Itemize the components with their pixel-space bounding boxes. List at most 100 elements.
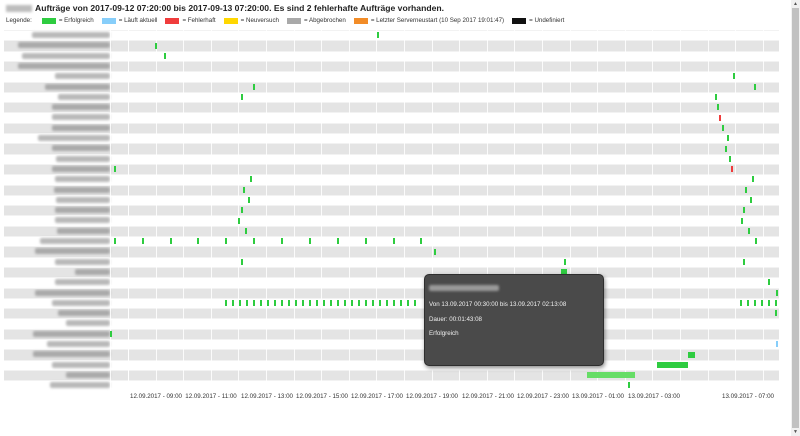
job-run-bar[interactable] <box>400 300 402 306</box>
job-run-bar[interactable] <box>657 361 688 368</box>
job-run-bar[interactable] <box>250 176 252 183</box>
job-run-bar[interactable] <box>253 300 255 306</box>
job-run-bar[interactable] <box>281 300 283 306</box>
row-separator <box>4 349 779 351</box>
job-run-bar[interactable] <box>110 330 112 337</box>
job-run-bar[interactable] <box>225 300 227 306</box>
job-run-bar[interactable] <box>740 300 742 306</box>
job-run-bar[interactable] <box>768 279 770 286</box>
job-run-bar[interactable] <box>733 73 735 80</box>
job-run-bar[interactable] <box>688 351 695 358</box>
job-run-bar[interactable] <box>750 197 752 203</box>
job-run-bar[interactable] <box>295 300 297 306</box>
job-run-bar[interactable] <box>358 300 360 306</box>
job-name-redacted <box>52 114 110 121</box>
job-run-bar[interactable] <box>232 300 234 306</box>
job-run-bar[interactable] <box>337 300 339 306</box>
job-run-bar[interactable] <box>722 124 724 131</box>
job-run-bar[interactable] <box>715 94 717 100</box>
job-run-bar[interactable] <box>225 238 227 245</box>
job-run-bar[interactable] <box>725 145 727 152</box>
job-run-bar[interactable] <box>239 300 241 306</box>
job-run-bar[interactable] <box>253 238 255 245</box>
scroll-thumb[interactable] <box>792 8 799 428</box>
job-run-bar[interactable] <box>344 300 346 306</box>
job-run-bar[interactable] <box>754 83 756 90</box>
job-run-bar[interactable] <box>776 341 778 348</box>
job-run-bar[interactable] <box>241 94 243 100</box>
job-run-bar[interactable] <box>768 300 770 306</box>
job-run-bar[interactable] <box>754 300 756 306</box>
job-run-bar[interactable] <box>309 300 311 306</box>
job-run-bar[interactable] <box>243 186 245 193</box>
job-run-bar[interactable] <box>727 135 729 142</box>
job-run-bar[interactable] <box>752 176 754 183</box>
job-run-bar[interactable] <box>386 300 388 306</box>
job-run-bar[interactable] <box>238 217 240 224</box>
job-run-bar[interactable] <box>260 300 262 306</box>
job-run-bar[interactable] <box>628 382 630 389</box>
job-run-bar[interactable] <box>564 258 566 265</box>
job-run-bar[interactable] <box>302 300 304 306</box>
job-name-redacted <box>55 73 110 80</box>
job-run-bar[interactable] <box>245 227 247 234</box>
job-run-bar[interactable] <box>323 300 325 306</box>
job-run-bar[interactable] <box>731 166 733 173</box>
job-run-bar[interactable] <box>281 238 283 245</box>
job-run-bar[interactable] <box>114 238 116 245</box>
job-run-bar[interactable] <box>248 197 250 203</box>
job-run-bar[interactable] <box>407 300 409 306</box>
job-run-bar[interactable] <box>365 238 367 245</box>
job-run-bar[interactable] <box>775 300 777 306</box>
page-title: Aufträge von 2017-09-12 07:20:00 bis 201… <box>6 3 444 13</box>
job-run-bar[interactable] <box>761 300 763 306</box>
job-run-bar[interactable] <box>747 300 749 306</box>
job-run-bar[interactable] <box>142 238 144 245</box>
job-run-bar[interactable] <box>587 372 635 379</box>
job-run-bar[interactable] <box>351 300 353 306</box>
job-run-bar[interactable] <box>393 300 395 306</box>
job-run-bar[interactable] <box>743 258 745 265</box>
job-run-bar[interactable] <box>330 300 332 306</box>
job-run-bar[interactable] <box>434 248 436 255</box>
job-run-bar[interactable] <box>561 269 567 276</box>
job-run-bar[interactable] <box>377 32 379 39</box>
job-run-bar[interactable] <box>717 104 719 111</box>
job-row <box>4 318 779 328</box>
job-run-bar[interactable] <box>775 310 777 317</box>
job-run-bar[interactable] <box>745 186 747 193</box>
job-run-bar[interactable] <box>267 300 269 306</box>
job-run-bar[interactable] <box>241 207 243 214</box>
job-run-bar[interactable] <box>748 227 750 234</box>
job-run-bar[interactable] <box>337 238 339 245</box>
job-run-bar[interactable] <box>316 300 318 306</box>
job-run-bar[interactable] <box>309 238 311 245</box>
job-run-bar[interactable] <box>743 207 745 214</box>
job-run-bar[interactable] <box>379 300 381 306</box>
job-run-bar[interactable] <box>420 238 422 245</box>
job-run-bar[interactable] <box>164 52 166 59</box>
scroll-up-arrow-icon[interactable]: ▲ <box>793 1 798 7</box>
job-run-bar[interactable] <box>170 238 172 245</box>
vertical-scrollbar[interactable]: ▲ ▼ <box>791 0 800 436</box>
job-run-bar[interactable] <box>274 300 276 306</box>
job-run-bar[interactable] <box>246 300 248 306</box>
job-run-bar[interactable] <box>741 217 743 224</box>
job-run-bar[interactable] <box>414 300 416 306</box>
job-run-bar[interactable] <box>253 83 255 90</box>
job-run-bar[interactable] <box>288 300 290 306</box>
job-run-bar[interactable] <box>241 258 243 265</box>
job-row <box>4 369 779 381</box>
job-run-bar[interactable] <box>197 238 199 245</box>
job-run-bar[interactable] <box>729 155 731 162</box>
job-run-bar[interactable] <box>114 166 116 173</box>
job-run-bar[interactable] <box>755 238 757 245</box>
legend-item-success: = Erfolgreich <box>41 17 94 24</box>
job-run-bar[interactable] <box>365 300 367 306</box>
job-run-bar[interactable] <box>393 238 395 245</box>
job-run-bar[interactable] <box>719 114 721 121</box>
job-run-bar[interactable] <box>372 300 374 306</box>
job-run-bar[interactable] <box>776 289 778 296</box>
scroll-down-arrow-icon[interactable]: ▼ <box>793 429 798 435</box>
job-run-bar[interactable] <box>155 42 157 49</box>
